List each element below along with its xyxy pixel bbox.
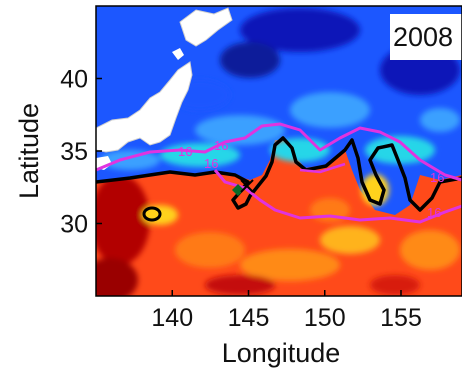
contour-label-16-c: 16 xyxy=(204,156,218,171)
y-axis: 30 35 40 xyxy=(60,66,102,239)
y-tick-label: 30 xyxy=(60,211,88,239)
x-axis-title: Longitude xyxy=(222,338,341,368)
kuroshio-front-contour xyxy=(96,136,462,212)
x-tick-label: 150 xyxy=(304,304,346,332)
isotherm-16-contour xyxy=(96,122,462,182)
isotherm-16-contour-mid xyxy=(299,162,346,174)
contour-label-16-b: 16 xyxy=(214,138,228,153)
land-japan-hokkaido xyxy=(179,7,233,47)
year-label-box xyxy=(390,14,462,60)
x-tick-label: 155 xyxy=(380,304,422,332)
land-small-island xyxy=(172,48,184,60)
y-tick-label: 40 xyxy=(60,66,88,94)
y-axis-title: Latitude xyxy=(14,103,44,199)
y-tick-label: 35 xyxy=(60,138,88,166)
map-panel: 16 16 16 16 16 2008 xyxy=(96,6,462,296)
cross-marker-icon xyxy=(240,179,254,193)
year-label: 2008 xyxy=(393,22,453,52)
contour-label-16-e: 16 xyxy=(427,205,441,220)
contour-label-16-a: 16 xyxy=(178,144,192,159)
contour-label-16-d: 16 xyxy=(430,170,444,185)
diamond-marker-icon xyxy=(232,184,244,196)
isotherm-16-contour-south xyxy=(213,169,462,224)
land-japan-honshu xyxy=(96,61,193,153)
x-axis: 140 145 150 155 xyxy=(151,290,422,332)
warm-eddy-ring xyxy=(142,206,162,222)
x-tick-label: 140 xyxy=(151,304,193,332)
x-tick-label: 145 xyxy=(228,304,270,332)
